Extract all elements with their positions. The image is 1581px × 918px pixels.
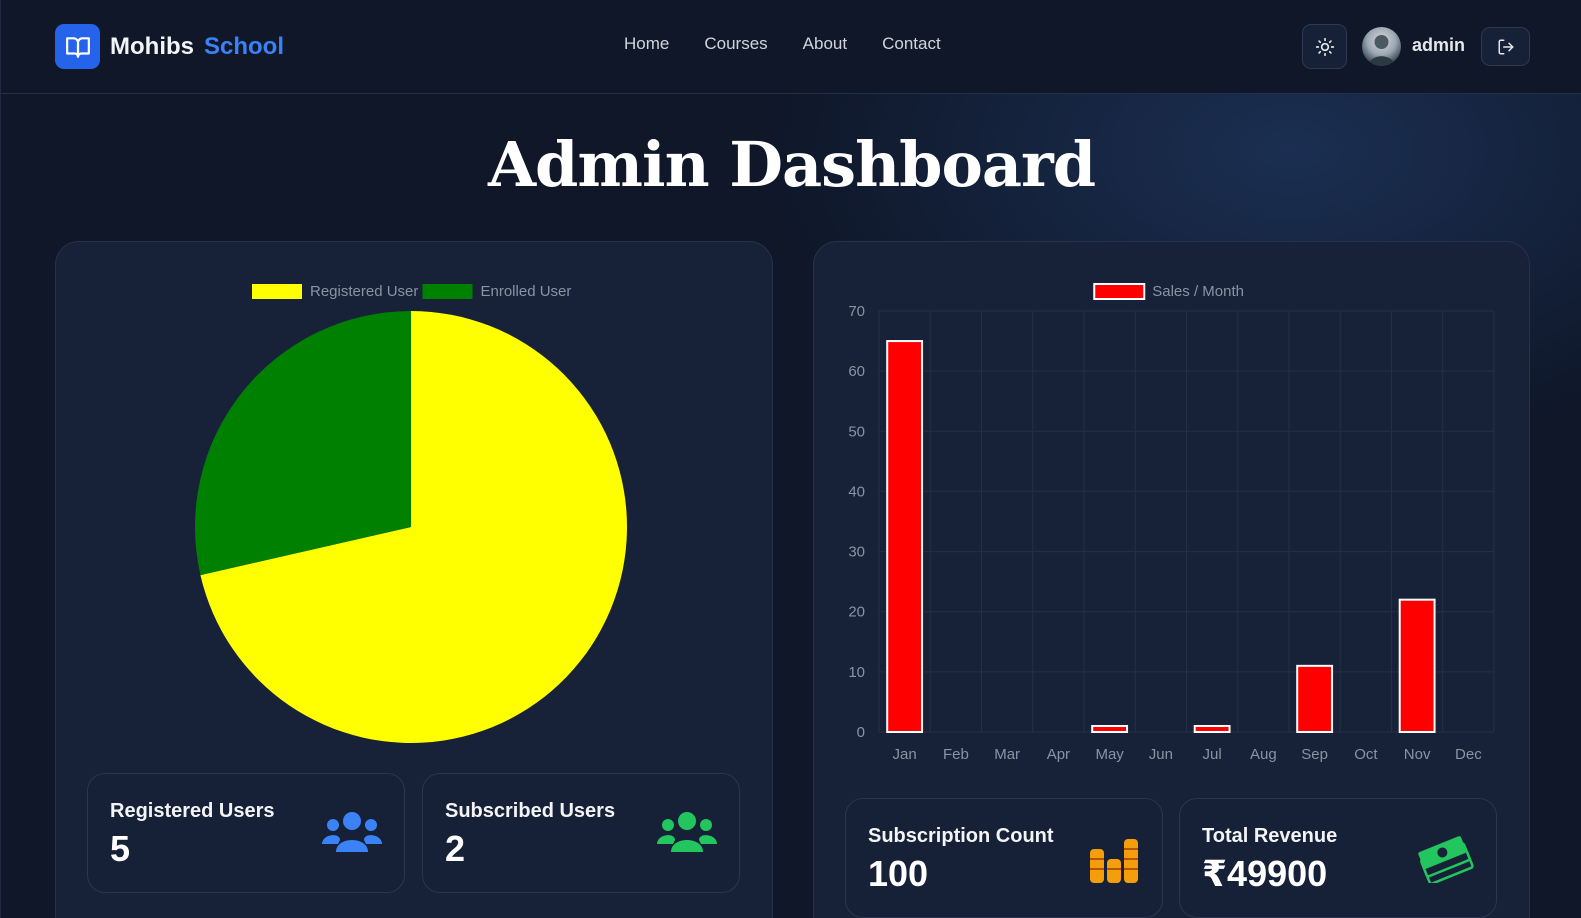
legend-label: Sales / Month: [1152, 283, 1244, 300]
x-tick-label: Feb: [943, 746, 969, 763]
x-tick-label: Sep: [1301, 746, 1328, 763]
pie-slice: [200, 311, 627, 743]
bar: [886, 340, 924, 733]
x-tick-label: Dec: [1455, 746, 1482, 763]
stat-label: Registered Users: [110, 800, 275, 822]
legend-swatch: [252, 284, 302, 299]
y-tick-label: 20: [848, 604, 865, 621]
pie-slice: [195, 311, 411, 576]
bar: [1398, 598, 1436, 733]
y-tick-label: 60: [848, 363, 865, 380]
users-pie-panel: Registered User Enrolled User Registered …: [55, 241, 773, 918]
sales-bar-chart: Sales / Month 0 10 20 30 40 50 60 70 Jan Feb Mar Apr…: [848, 283, 1495, 763]
user-name[interactable]: admin: [1412, 35, 1466, 55]
bar: [1193, 724, 1231, 734]
coins-icon: [1088, 835, 1140, 888]
sun-icon: [1315, 37, 1334, 56]
sales-bar-panel: Sales / Month 0 10 20 30 40 50 60 70 Jan Feb Mar Apr…: [813, 241, 1530, 918]
brand[interactable]: Mohibs School: [55, 24, 284, 69]
bar: [1296, 664, 1334, 734]
brand-accent: School: [204, 32, 285, 60]
page-title: Admin Dashboard: [487, 128, 1096, 201]
x-tick-label: Nov: [1404, 746, 1431, 763]
stat-value: 100: [868, 853, 929, 894]
book-icon: [55, 24, 100, 69]
nav-about-link[interactable]: About: [802, 34, 848, 53]
y-tick-label: 70: [848, 303, 865, 320]
avatar[interactable]: [1362, 27, 1401, 66]
stat-value: 5: [110, 828, 131, 869]
top-navbar: Mohibs School Home Courses About Contact…: [1, 0, 1581, 94]
x-tick-label: Oct: [1354, 746, 1378, 763]
theme-toggle-button[interactable]: [1302, 24, 1347, 69]
bar: [1091, 724, 1129, 734]
main-nav: Home Courses About Contact: [624, 34, 976, 54]
y-tick-label: 0: [857, 724, 865, 741]
x-tick-label: May: [1095, 746, 1124, 763]
stat-label: Total Revenue: [1202, 825, 1338, 847]
x-tick-label: Apr: [1047, 746, 1070, 763]
legend-label: Registered User: [310, 283, 418, 300]
users-icon: [657, 810, 717, 859]
legend-label: Enrolled User: [481, 283, 572, 300]
stat-value: 2: [445, 828, 466, 869]
x-tick-label: Jun: [1149, 746, 1173, 763]
x-tick-label: Mar: [994, 746, 1020, 763]
money-icon: [1416, 835, 1474, 888]
x-tick-label: Jan: [893, 746, 917, 763]
legend-swatch: [422, 284, 473, 299]
users-icon: [322, 810, 382, 859]
nav-courses-link[interactable]: Courses: [704, 34, 768, 53]
y-tick-label: 10: [848, 664, 865, 681]
stat-card-registered-users: Registered Users 5: [87, 773, 405, 893]
logout-button[interactable]: [1481, 27, 1530, 66]
users-pie-chart: Registered User Enrolled User: [195, 283, 627, 743]
stat-label: Subscribed Users: [445, 800, 616, 822]
stat-card-subscription-count: Subscription Count 100: [845, 798, 1163, 918]
stat-value: ₹49900: [1202, 853, 1328, 894]
x-tick-label: Jul: [1203, 746, 1222, 763]
legend-swatch: [1093, 283, 1146, 300]
logout-icon: [1498, 39, 1513, 54]
x-tick-label: Aug: [1250, 746, 1277, 763]
nav-home-link[interactable]: Home: [624, 34, 670, 53]
brand-name: Mohibs: [110, 32, 194, 60]
y-tick-label: 50: [848, 423, 865, 440]
stat-label: Subscription Count: [868, 825, 1054, 847]
stat-card-total-revenue: Total Revenue ₹49900: [1179, 798, 1497, 918]
y-tick-label: 40: [848, 483, 865, 500]
y-tick-label: 30: [848, 544, 865, 561]
nav-contact-link[interactable]: Contact: [882, 34, 941, 53]
stat-card-subscribed-users: Subscribed Users 2: [422, 773, 740, 893]
